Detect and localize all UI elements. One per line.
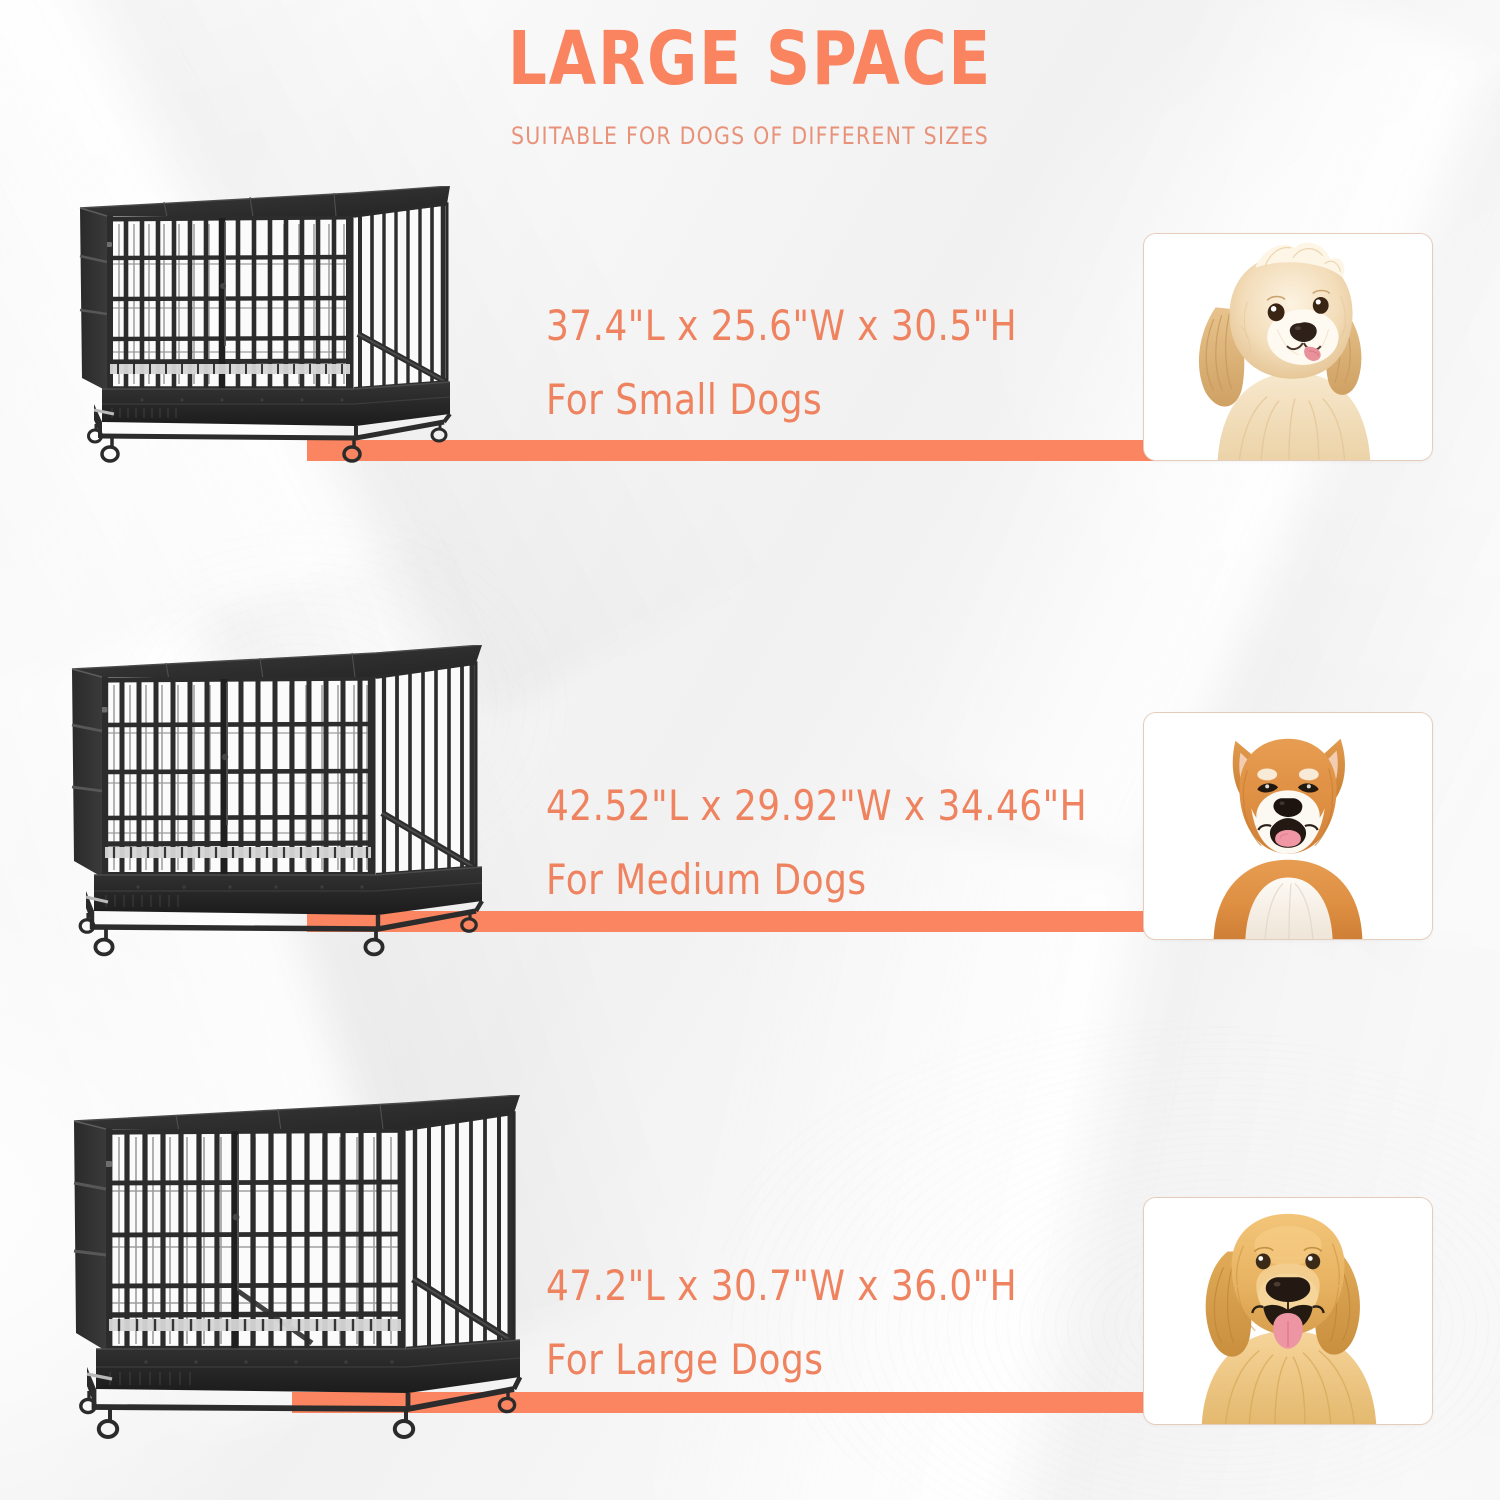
large-dog-photo <box>1143 1197 1433 1425</box>
caster-wheel <box>87 422 448 463</box>
page-title: LARGE SPACE <box>507 16 993 102</box>
caster-wheel <box>79 1389 517 1439</box>
size-text-medium: 42.52"L x 29.92"W x 34.46"H For Medium D… <box>546 781 1088 905</box>
dimensions-large: 47.2"L x 30.7"W x 36.0"H <box>546 1261 1018 1310</box>
dimensions-small: 37.4"L x 25.6"W x 30.5"H <box>546 301 1018 350</box>
dimensions-medium: 42.52"L x 29.92"W x 34.46"H <box>546 781 1088 830</box>
accent-bar-medium <box>307 911 1294 932</box>
audience-large: For Large Dogs <box>546 1335 824 1385</box>
havanese-puppy-illustration <box>1144 234 1432 460</box>
caster-wheel <box>78 911 478 957</box>
medium-dog-photo <box>1143 712 1433 940</box>
crate-illustration-medium <box>71 645 484 957</box>
heavy-duty-dog-crate-small <box>72 186 472 486</box>
heavy-duty-dog-crate-medium <box>62 645 502 975</box>
crate-illustration-large <box>73 1095 523 1439</box>
header: LARGE SPACE SUITABLE FOR DOGS OF DIFFERE… <box>0 22 1500 150</box>
page-subtitle: SUITABLE FOR DOGS OF DIFFERENT SIZES <box>511 122 989 150</box>
golden-retriever-illustration <box>1144 1198 1432 1424</box>
audience-small: For Small Dogs <box>546 375 823 425</box>
small-dog-photo <box>1143 233 1433 461</box>
size-text-small: 37.4"L x 25.6"W x 30.5"H For Small Dogs <box>546 301 1018 425</box>
audience-medium: For Medium Dogs <box>546 855 867 905</box>
heavy-duty-dog-crate-large <box>62 1095 542 1460</box>
accent-bar-small <box>307 440 1294 461</box>
crate-illustration-small <box>79 186 452 463</box>
accent-bar-large <box>292 1392 1294 1413</box>
shiba-inu-illustration <box>1144 713 1432 939</box>
size-text-large: 47.2"L x 30.7"W x 36.0"H For Large Dogs <box>546 1261 1018 1385</box>
